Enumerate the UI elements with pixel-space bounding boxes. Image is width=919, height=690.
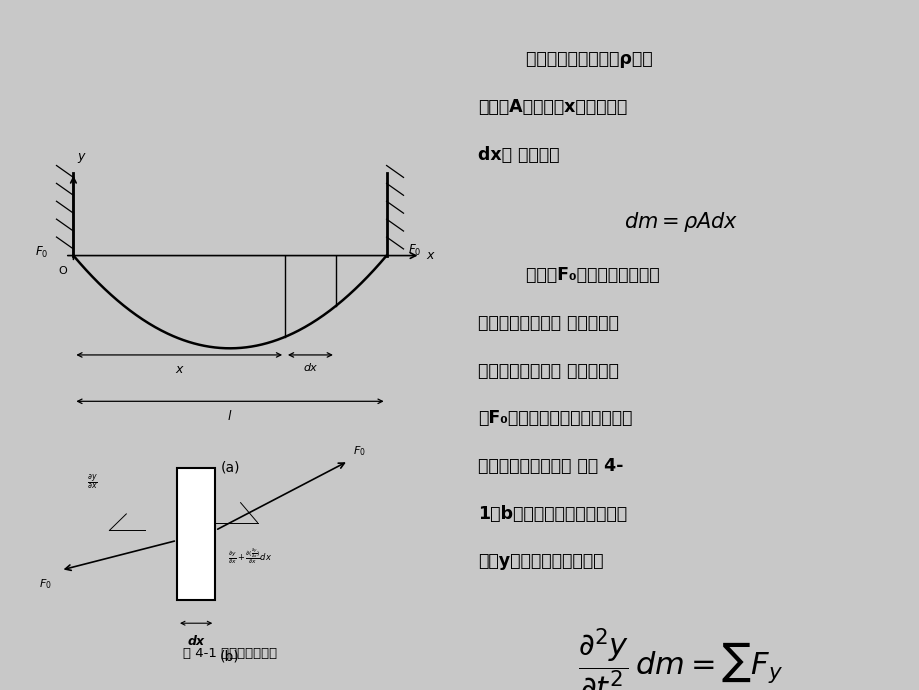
Text: 图 4-1 弦的振动示意图: 图 4-1 弦的振动示意图: [183, 647, 277, 660]
Text: O: O: [58, 266, 67, 275]
Text: 设弦为均质，密度为ρ、截: 设弦为均质，密度为ρ、截: [477, 50, 652, 68]
Text: 面积为A。在弦上x处取微分段: 面积为A。在弦上x处取微分段: [477, 98, 626, 116]
Text: 处的张力均相等， 且等于初张: 处的张力均相等， 且等于初张: [477, 362, 618, 380]
Text: x: x: [176, 363, 183, 376]
Text: $\frac{\partial y}{\partial x}+\frac{\partial(\frac{\partial y}{\partial x})}{\p: $\frac{\partial y}{\partial x}+\frac{\pa…: [228, 547, 272, 566]
Text: 出沿y方向的运动微分方程: 出沿y方向的运动微分方程: [477, 552, 603, 571]
Text: dx: dx: [303, 363, 317, 373]
Text: $\dfrac{\partial^2 y}{\partial t^2}\,dm = \sum F_y$: $\dfrac{\partial^2 y}{\partial t^2}\,dm …: [577, 627, 783, 690]
Text: $dm = \rho A dx$: $dm = \rho A dx$: [623, 210, 737, 234]
Text: (b): (b): [220, 650, 240, 664]
Bar: [177, 468, 215, 600]
Text: 考虑到F₀远大于弦的重力，: 考虑到F₀远大于弦的重力，: [477, 266, 659, 284]
Text: dx， 其质量为: dx， 其质量为: [477, 146, 559, 164]
Text: $l$: $l$: [227, 409, 233, 423]
Text: y: y: [77, 150, 85, 163]
Text: $F_0$: $F_0$: [352, 444, 365, 457]
Text: 力F₀。微段左右手两个大小想的: 力F₀。微段左右手两个大小想的: [477, 409, 631, 427]
Text: $F_0$: $F_0$: [35, 245, 48, 260]
Text: dx: dx: [187, 635, 205, 648]
Text: 1（b）所示。由牛顿定律可写: 1（b）所示。由牛顿定律可写: [477, 504, 626, 522]
Text: 但方向不同的张力， 如图 4-: 但方向不同的张力， 如图 4-: [477, 457, 622, 475]
Text: (a): (a): [220, 461, 240, 475]
Text: $F_0$: $F_0$: [40, 577, 52, 591]
Text: $\frac{\partial y}{\partial x}$: $\frac{\partial y}{\partial x}$: [87, 472, 97, 491]
Text: $F_0$: $F_0$: [407, 243, 421, 258]
Text: 对于微振动来说， 假设个截面: 对于微振动来说， 假设个截面: [477, 314, 618, 332]
Text: x: x: [426, 249, 434, 262]
